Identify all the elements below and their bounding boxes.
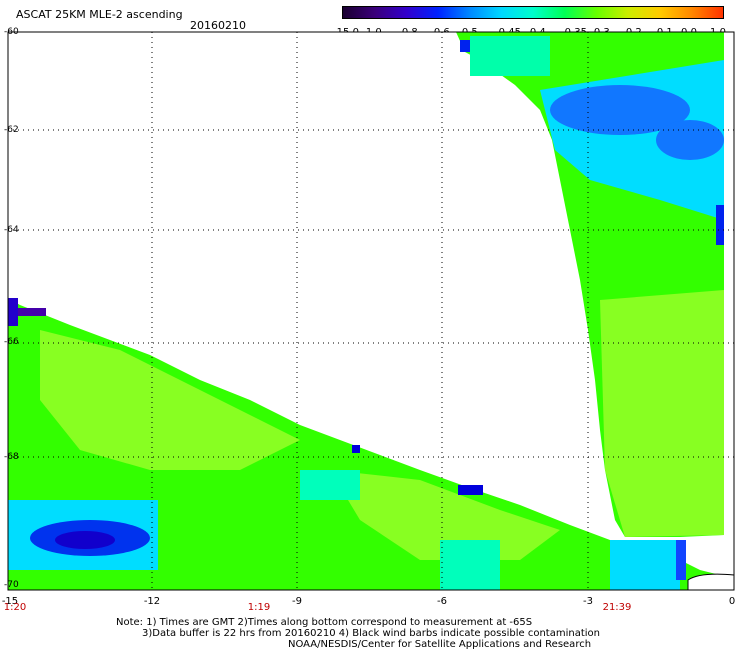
time-label: 21:39 [602,602,632,613]
swath-left-navy-3 [352,445,360,453]
time-label: 1:20 [3,602,27,613]
swath-right-blue-2 [656,120,724,160]
swath-left-cyan-2 [610,540,680,590]
longitude-label: -12 [143,596,161,607]
swath-right-blue-3 [460,40,470,52]
latitude-label: -64 [4,225,19,235]
map-frame [7,31,735,591]
map-date: 20160210 [190,19,246,32]
note-line-2: 3)Data buffer is 22 hrs from 20160210 4)… [142,628,600,639]
latitude-label: -68 [4,452,19,462]
longitude-label: -15 [1,596,19,607]
swath-left-aqua-1 [300,470,360,500]
swath-left-navy-4 [458,485,483,495]
land-outline [687,573,735,591]
longitude-label: -9 [292,596,302,607]
swath-left-lime [40,330,300,470]
longitude-label: -3 [583,596,593,607]
swath-left-navy-1 [8,298,18,326]
note-line-3: NOAA/NESDIS/Center for Satellite Applica… [288,639,592,650]
swath-left-blue-2 [676,540,686,580]
swath-left [8,298,720,590]
colorbar [342,6,724,19]
latitude-label: -70 [4,580,19,590]
longitude-label: -6 [437,596,447,607]
lat-lon-grid [8,32,734,590]
swath-right-aqua [470,36,550,76]
longitude-label: 0 [728,596,736,607]
swath-left-lime-2 [330,470,560,560]
latitude-label: -60 [4,27,19,37]
swath-right-deep-edge [716,205,724,245]
latitude-label: -66 [4,337,19,347]
swath-right-blue [550,85,690,135]
swath-left-aqua-2 [440,540,500,590]
swath-left-deep [55,531,115,549]
latitude-label: -62 [4,125,19,135]
swath-right-lime [600,290,724,537]
time-label: 1:19 [247,602,271,613]
note-line-1: Note: 1) Times are GMT 2)Times along bot… [116,617,533,628]
map-title: ASCAT 25KM MLE-2 ascending [16,8,183,21]
swath-left-navy-2 [18,308,46,316]
